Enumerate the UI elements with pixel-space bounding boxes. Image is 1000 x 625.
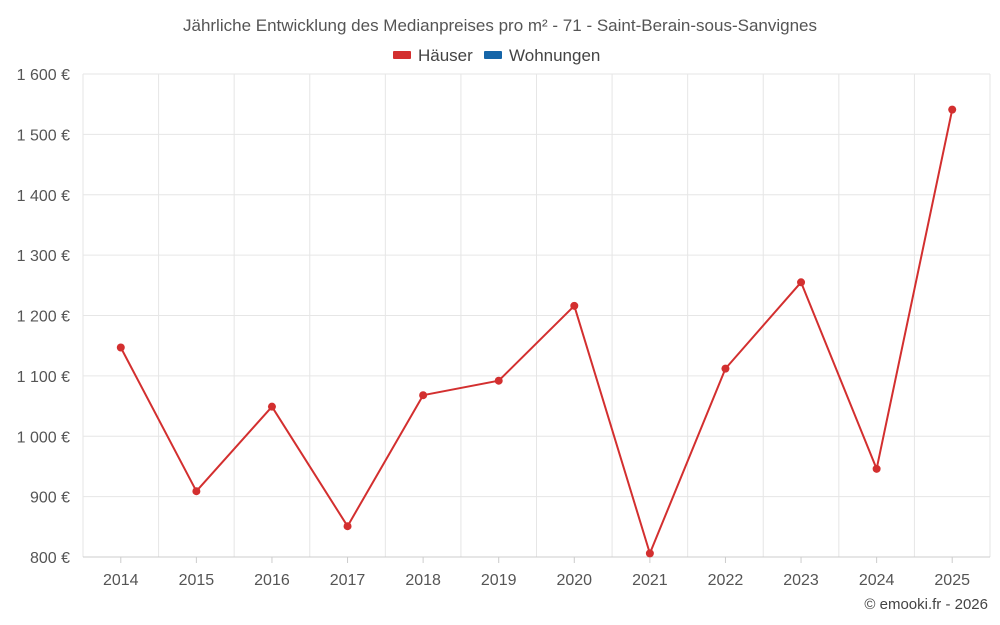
point-haeuser-2020[interactable] (570, 301, 579, 310)
point-haeuser-2019[interactable] (494, 376, 503, 385)
legend: Häuser Wohnungen (393, 46, 600, 65)
series-haeuser (116, 105, 957, 558)
point-haeuser-2025[interactable] (948, 105, 957, 114)
x-tick-label-2015: 2015 (179, 572, 215, 589)
point-haeuser-2022[interactable] (721, 364, 730, 373)
y-tick-label-1500: 1 500 € (17, 127, 70, 144)
point-haeuser-2015[interactable] (192, 487, 201, 496)
x-tick-label-2020: 2020 (556, 572, 592, 589)
legend-item-wohnungen[interactable]: Wohnungen (484, 46, 600, 65)
series-line-haeuser (119, 109, 954, 555)
y-tick-label-900: 900 € (30, 490, 70, 507)
x-tick-label-2019: 2019 (481, 572, 517, 589)
y-tick-label-1000: 1 000 € (17, 429, 70, 446)
y-tick-label-800: 800 € (30, 550, 70, 567)
x-tick-label-2025: 2025 (934, 572, 970, 589)
x-tick-label-2021: 2021 (632, 572, 668, 589)
x-tick-label-2018: 2018 (405, 572, 441, 589)
point-haeuser-2024[interactable] (872, 464, 881, 473)
x-tick-label-2023: 2023 (783, 572, 819, 589)
x-tick-label-2022: 2022 (708, 572, 744, 589)
y-tick-label-1200: 1 200 € (17, 309, 70, 326)
x-tick-label-2016: 2016 (254, 572, 290, 589)
point-haeuser-2016[interactable] (267, 402, 276, 411)
point-haeuser-2023[interactable] (797, 278, 806, 287)
x-tick-label-2014: 2014 (103, 572, 139, 589)
x-tick-label-2017: 2017 (330, 572, 366, 589)
credit-text: © emooki.fr - 2026 (864, 596, 988, 613)
x-axis: 2014 2015 2016 2017 2018 2019 2020 2021 2022 2023… (83, 556, 990, 589)
legend-item-haeuser[interactable]: Häuser (393, 46, 473, 65)
point-haeuser-2017[interactable] (343, 522, 352, 531)
legend-label-haeuser: Häuser (418, 46, 473, 65)
y-tick-label-1400: 1 400 € (17, 188, 70, 205)
y-tick-label-1100: 1 100 € (17, 369, 70, 386)
grid (82, 73, 991, 557)
y-tick-label-1600: 1 600 € (17, 67, 70, 84)
legend-label-wohnungen: Wohnungen (509, 46, 600, 65)
y-axis: 800 € 900 € 1 000 € 1 100 € 1 200 € 1 300 € 1 … (17, 67, 70, 567)
point-haeuser-2014[interactable] (116, 343, 125, 352)
y-tick-label-1300: 1 300 € (17, 248, 70, 265)
point-haeuser-2021[interactable] (645, 549, 654, 558)
x-tick-label-2024: 2024 (859, 572, 895, 589)
point-haeuser-2018[interactable] (419, 391, 428, 400)
chart-title: Jährliche Entwicklung des Medianpreises … (183, 16, 817, 35)
legend-swatch-haeuser (393, 51, 411, 59)
legend-swatch-wohnungen (484, 51, 502, 59)
